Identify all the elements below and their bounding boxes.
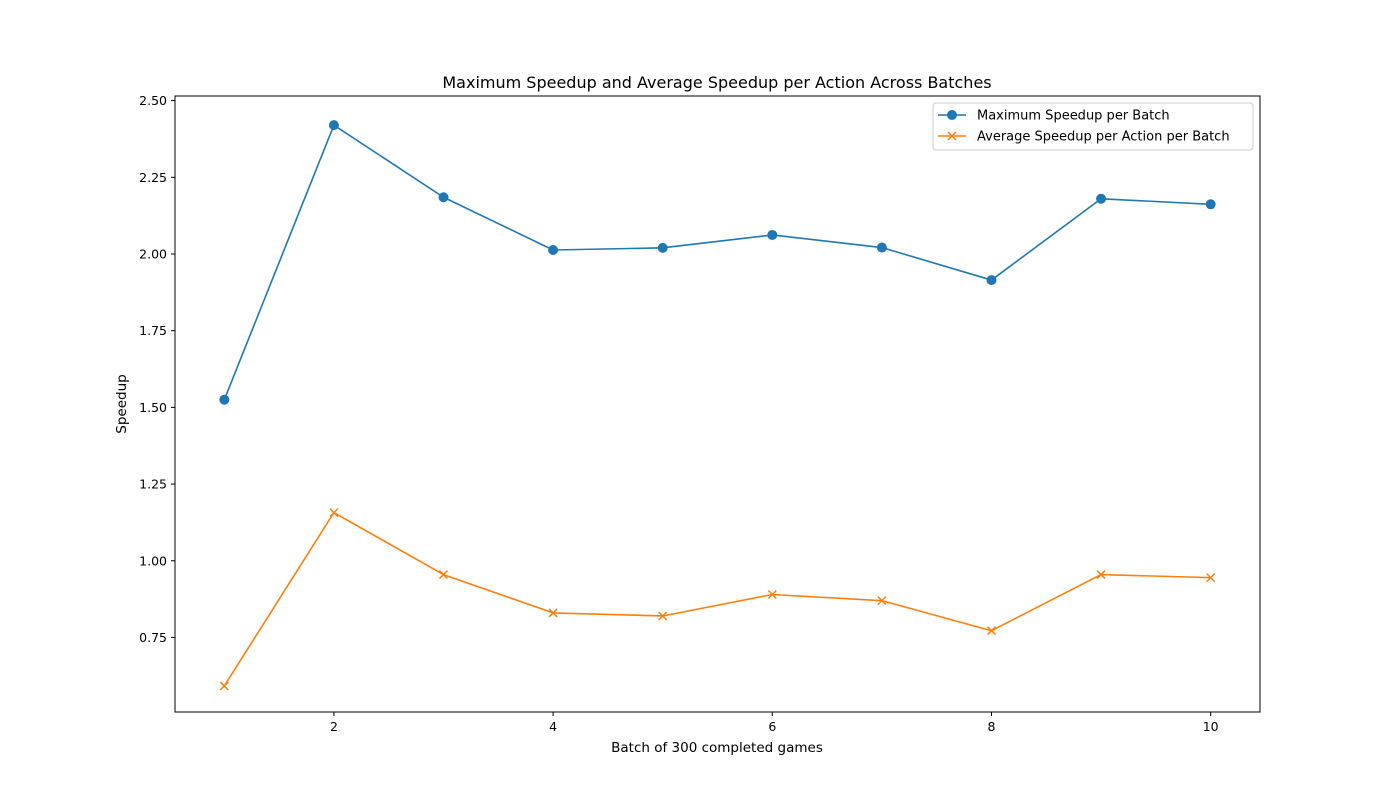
x-axis: 2 4 6 8 10 (330, 712, 1219, 734)
y-tick-label: 1.50 (139, 400, 167, 415)
data-point (658, 611, 668, 621)
x-tick-label: 6 (768, 719, 776, 734)
series-layer (219, 120, 1216, 691)
x-tick-label: 10 (1203, 719, 1219, 734)
x-tick-label: 4 (549, 719, 557, 734)
data-point (877, 596, 887, 606)
data-point (986, 626, 997, 636)
plot-area (174, 95, 1261, 713)
y-tick-label: 1.25 (139, 477, 167, 492)
data-point (1206, 573, 1216, 583)
data-point (438, 570, 449, 580)
data-point (767, 229, 778, 240)
chart-title: Maximum Speedup and Average Speedup per … (442, 73, 991, 92)
data-point (438, 192, 449, 203)
legend-marker (947, 110, 957, 120)
series-line (223, 124, 1211, 401)
y-tick-label: 2.00 (139, 246, 167, 261)
data-point (329, 508, 339, 518)
x-tick-label: 8 (988, 719, 996, 734)
y-tick-label: 0.75 (139, 630, 167, 645)
data-point (548, 245, 559, 255)
series-1 (219, 120, 1216, 405)
legend-entry: Maximum Speedup per Batch (938, 109, 1170, 124)
y-axis: 0.75 1.00 1.25 1.50 1.75 2.00 2.25 2.50 (139, 93, 175, 645)
y-tick-label: 1.00 (139, 553, 167, 568)
data-point (548, 608, 558, 618)
data-point (986, 275, 997, 286)
data-point (767, 589, 777, 600)
data-point (657, 242, 668, 253)
x-tick-label: 2 (330, 719, 338, 734)
legend-entry: Average Speedup per Action per Batch (938, 130, 1230, 145)
series-line (223, 511, 1211, 687)
y-tick-label: 2.25 (139, 170, 167, 185)
data-point (1096, 570, 1106, 580)
data-point (1205, 199, 1216, 210)
series-2 (219, 508, 1216, 691)
data-point (328, 120, 339, 131)
data-point (219, 394, 230, 405)
legend: Maximum Speedup per Batch Average Speedup… (932, 102, 1254, 151)
legend-label: Maximum Speedup per Batch (977, 109, 1170, 124)
x-axis-title: Batch of 300 completed games (611, 740, 823, 756)
plot-frame (174, 95, 1261, 713)
legend-frame (932, 102, 1254, 151)
data-point (1096, 193, 1107, 204)
y-tick-label: 1.75 (139, 323, 167, 338)
y-axis-title: Speedup (114, 374, 130, 433)
y-tick-label: 2.50 (139, 93, 167, 108)
data-point (876, 242, 887, 253)
data-point (219, 681, 229, 691)
legend-label: Average Speedup per Action per Batch (977, 130, 1230, 145)
legend-marker (947, 131, 957, 141)
